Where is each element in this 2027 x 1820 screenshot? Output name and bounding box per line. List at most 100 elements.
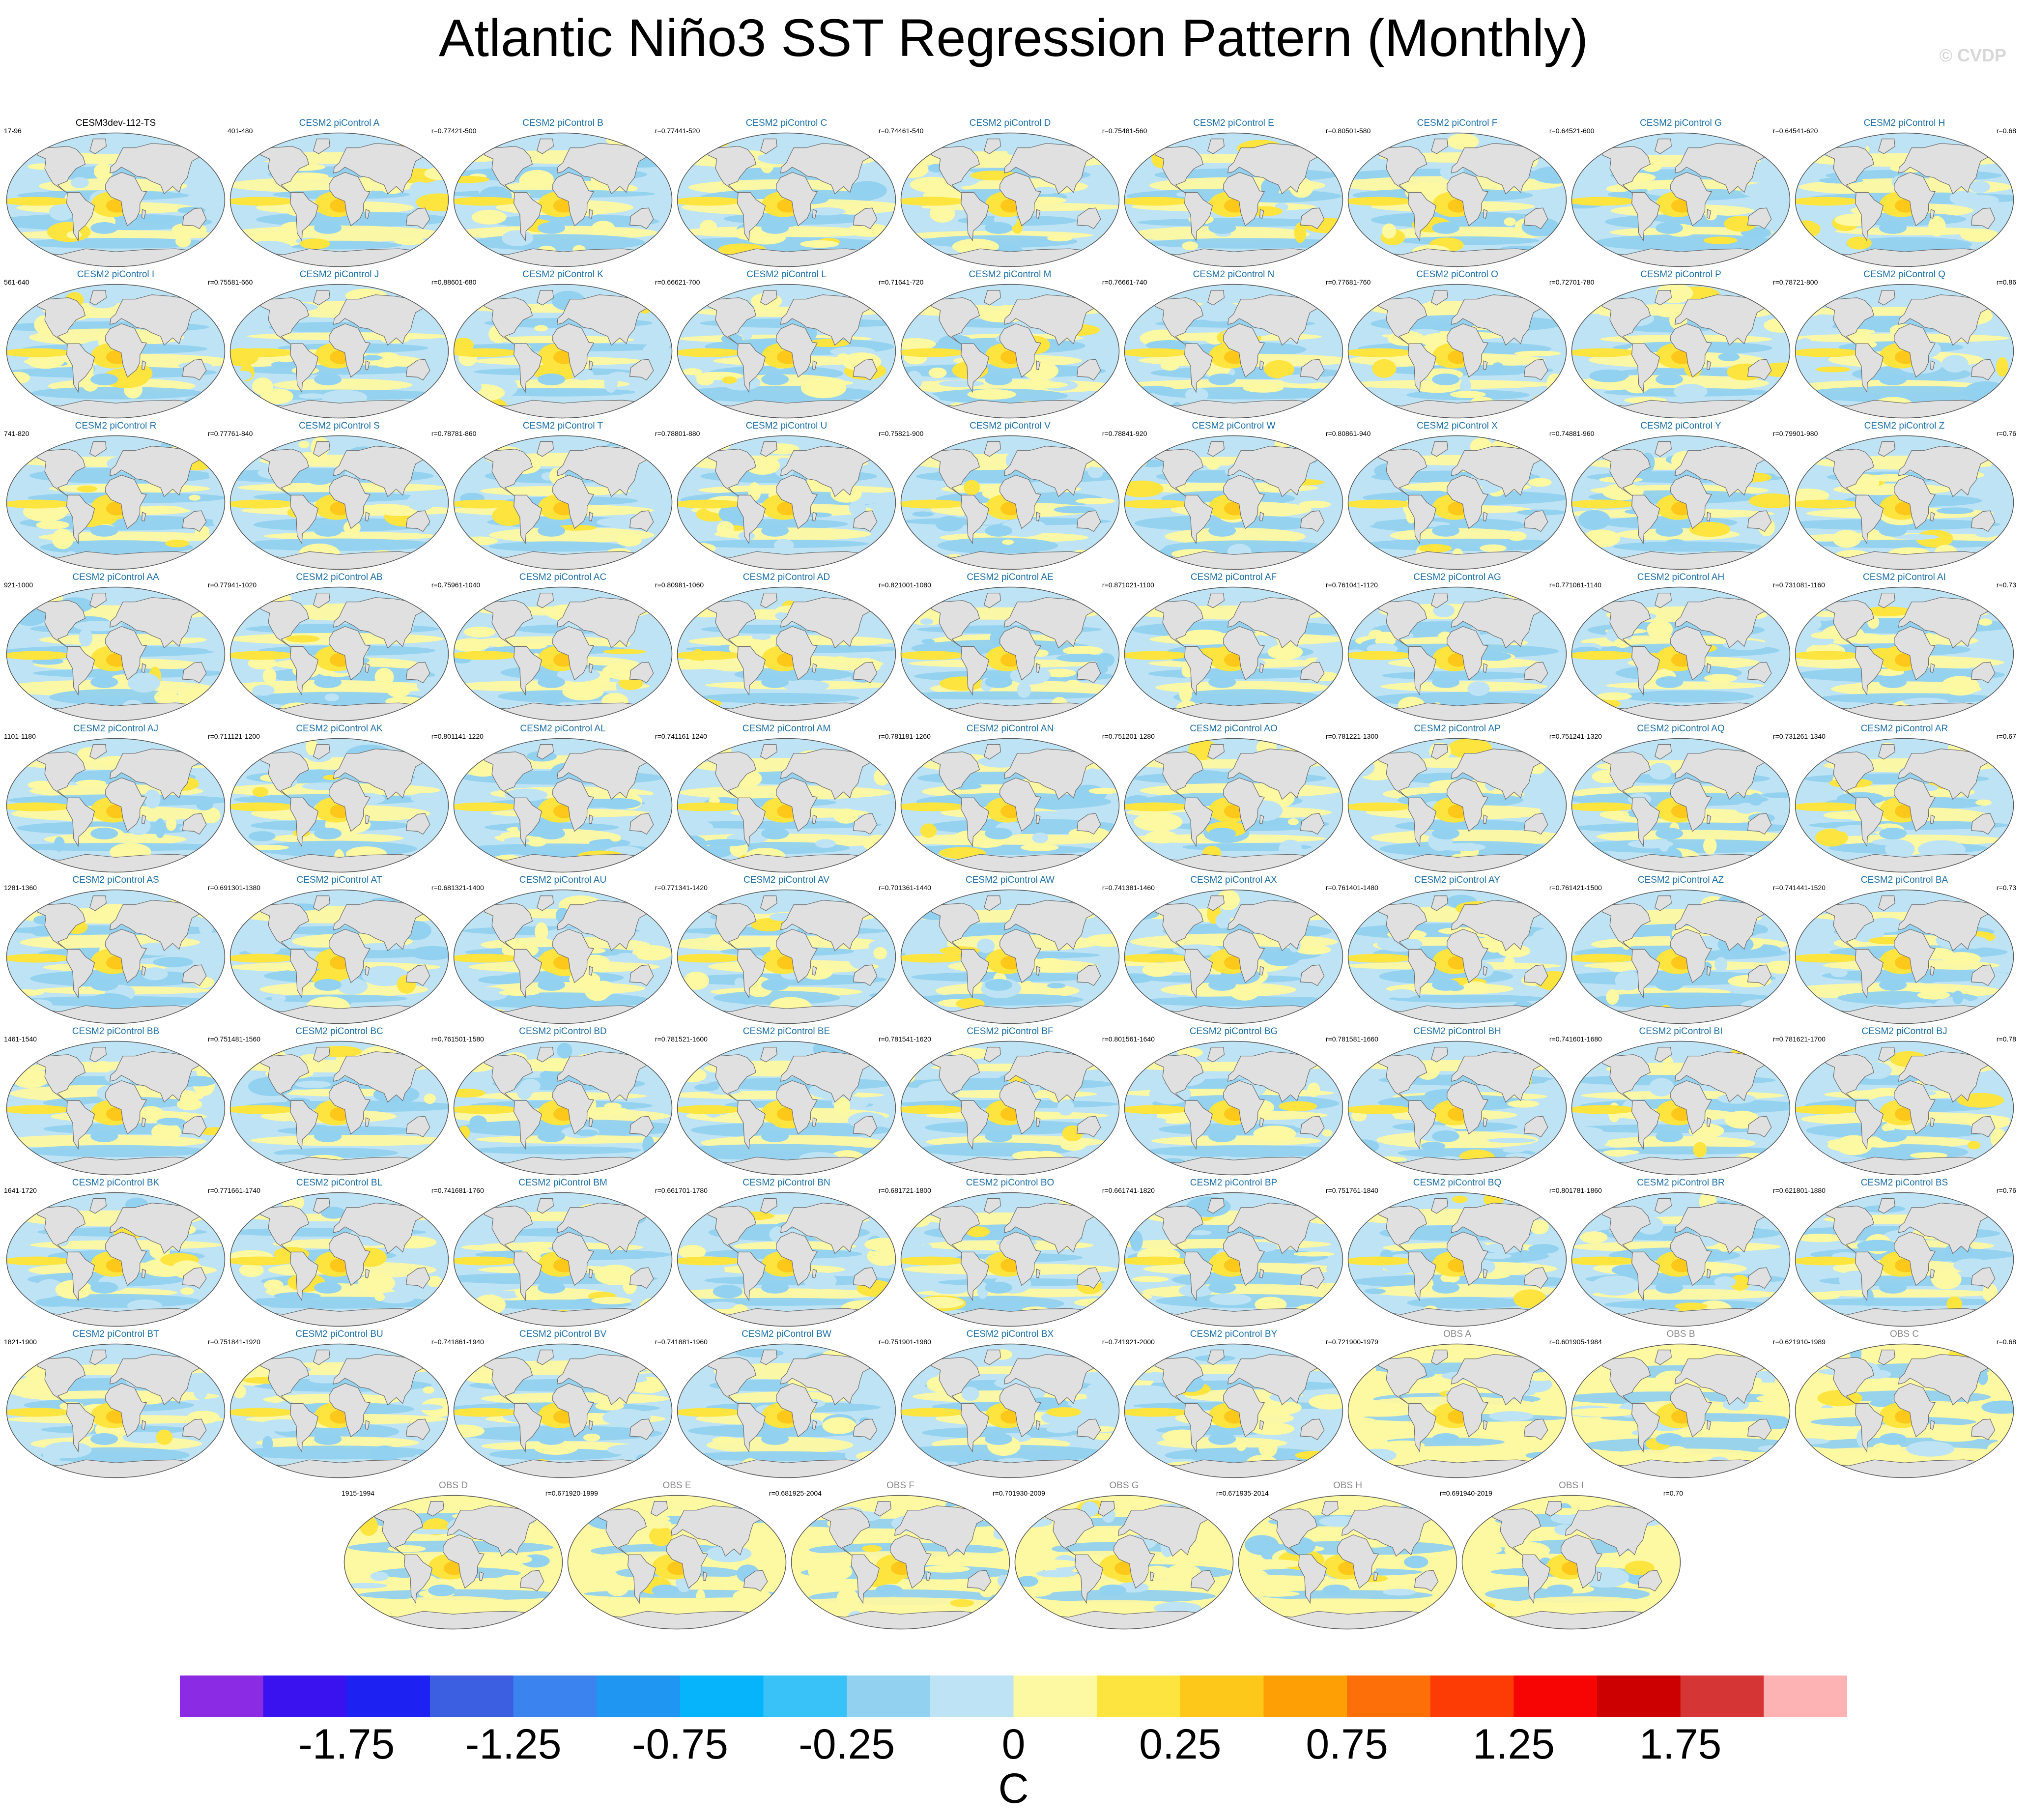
anomaly-patch [199,920,213,936]
panel-title: CESM2 piControl AZ [1637,875,1724,885]
land-greenland [1430,593,1448,608]
pacific-warm-tongue [1795,1408,1860,1417]
land-aus [405,207,430,230]
land-madagascar [1930,814,1935,825]
anomaly-patch [471,1153,484,1167]
sst-map [1124,1040,1343,1176]
panel-correlation: r=0.75 [878,430,898,437]
map-outline [453,1192,673,1327]
anomaly-patch [1928,216,1946,237]
land-madagascar [589,1269,594,1279]
land-africa [1223,474,1265,529]
sst-map [1795,132,2014,267]
anomaly-patch [1020,843,1059,851]
anomaly-band [1380,681,1548,692]
land-aus [1076,964,1101,986]
land-na [928,297,980,345]
anomaly-band [690,1122,891,1138]
anomaly-patch [901,1217,930,1228]
south-atlantic-cool-patch [652,1584,680,1596]
anomaly-patch [836,1588,858,1609]
panel-years: 861-940 [1345,430,1371,437]
anomaly-patch [923,1565,970,1573]
map-panel: OBS D 1915-1994 r=0.67 [342,1480,565,1633]
land-eurasia [1451,1051,1548,1103]
land-aus [1970,359,1996,381]
panel-years: 1121-1200 [228,732,260,740]
land-madagascar [1707,512,1712,522]
land-eurasia [1227,900,1324,952]
anomaly-patch [309,479,330,485]
map-outline [229,435,449,570]
anomaly-patch [1663,1445,1689,1463]
pacific-warm-tongue [1571,499,1637,509]
sst-map [229,1192,449,1327]
map-outline [229,586,449,722]
panel-title: CESM2 piControl BE [742,1026,830,1037]
anomaly-patch [274,1292,321,1300]
land-na [1152,1054,1204,1102]
panel-years: 1421-1500 [1569,884,1602,892]
land-madagascar [1259,360,1264,371]
land-aus [1300,207,1325,230]
anomaly-patch [156,1118,185,1126]
map-outline [900,889,1120,1024]
panel-title: CESM2 piControl S [299,421,380,431]
anomaly-patch [1294,222,1307,243]
land-eurasia [1898,294,1995,346]
anomaly-patch [1002,539,1014,545]
land-greenland [1878,593,1895,608]
anomaly-patch [1856,1240,1899,1251]
land-na [34,600,86,648]
anomaly-patch [247,844,289,850]
anomaly-patch [1028,197,1067,204]
anomaly-band [480,388,635,397]
land-aus [405,359,430,381]
sst-map [677,586,896,722]
panel-years: 1721-1800 [898,1186,931,1194]
pacific-warm-tongue [1124,1256,1190,1266]
land-africa [552,928,595,983]
map-outline [900,284,1120,419]
anomaly-band [1586,992,1789,1009]
panel-correlation: r=0.86 [1996,278,2016,286]
anomaly-band [677,974,887,986]
land-na [257,903,310,951]
anomaly-patch [1535,1150,1557,1157]
pacific-warm-tongue [230,1256,295,1266]
panel-years: 1461-1540 [4,1035,37,1043]
sst-map [1347,435,1567,570]
anomaly-patch [230,698,257,716]
land-na [928,600,980,648]
anomaly-patch [961,1387,979,1401]
land-madagascar [365,966,370,976]
south-atlantic-cool-patch [538,827,566,839]
land-eurasia [1898,446,1995,497]
anomaly-patch [1969,180,1990,193]
land-sa [290,646,319,696]
anomaly-patch [201,807,221,823]
anomaly-patch [1267,644,1303,660]
panel-years: 741-820 [4,430,29,437]
anomaly-patch [939,380,984,387]
land-na [257,146,310,194]
south-atlantic-cool-patch [1432,524,1460,537]
pacific-warm-tongue [677,651,742,660]
panel-title: CESM2 piControl BC [295,1026,383,1037]
map-panel: CESM2 piControl AK 1121-1200 r=0.80 [228,723,451,876]
south-atlantic-cool-patch [761,222,789,234]
land-aus [405,813,430,835]
map-outline [677,1040,896,1176]
anomaly-patch [608,372,630,379]
map-panel: CESM2 piControl BR 1781-1860 r=0.62 [1569,1178,1793,1330]
anomaly-patch [1206,634,1218,639]
anomaly-patch [677,660,712,670]
anomaly-patch [252,786,269,797]
anomaly-patch [414,1069,449,1079]
land-greenland [760,139,777,154]
anomaly-patch [751,633,771,640]
land-greenland [1654,896,1672,911]
land-eurasia [109,294,206,346]
south-atlantic-cool-patch [428,1584,456,1596]
map-outline [900,1192,1120,1327]
